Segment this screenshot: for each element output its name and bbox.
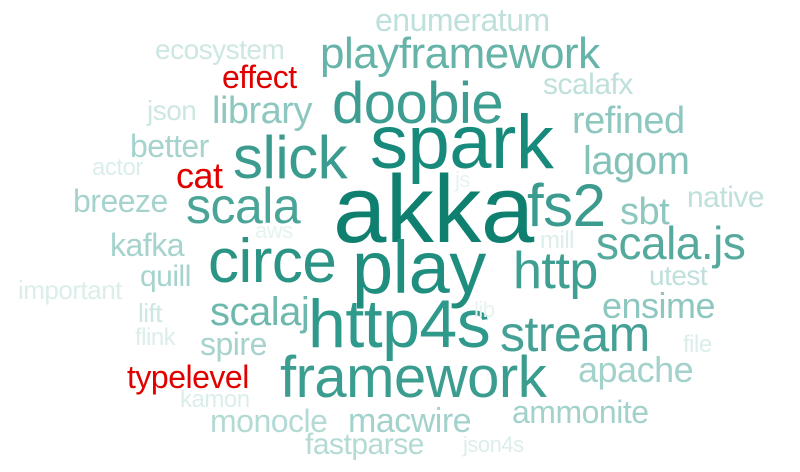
word-framework: framework [280, 345, 547, 410]
word-play: play [352, 226, 486, 309]
word-breeze: breeze [73, 183, 168, 219]
word-native: native [687, 181, 765, 214]
word-fs2: fs2 [527, 172, 606, 239]
word-actor: actor [92, 154, 143, 181]
word-enumeratum: enumeratum [375, 2, 550, 38]
word-refined: refined [572, 100, 685, 142]
word-monocle: monocle [210, 403, 328, 439]
word-http4s: http4s [308, 286, 491, 362]
word-slick: slick [233, 124, 348, 191]
word-apache: apache [578, 349, 694, 390]
word-fastparse: fastparse [305, 428, 424, 461]
word-spark: spark [370, 100, 554, 185]
word-utest: utest [649, 260, 708, 291]
word-sbt: sbt [620, 191, 670, 233]
word-quill: quill [140, 260, 191, 293]
word-http: http [513, 242, 598, 300]
word-effect: effect [222, 59, 297, 95]
word-kamon: kamon [180, 386, 250, 413]
word-doobie: doobie [332, 71, 504, 136]
word-scala-js: scala.js [596, 217, 746, 269]
word-lift: lift [138, 298, 163, 328]
word-lagom: lagom [583, 139, 690, 183]
word-file: file [683, 331, 712, 358]
word-scala: scala [186, 178, 301, 234]
word-flink: flink [135, 324, 176, 351]
word-akka: akka [333, 156, 534, 263]
word-better: better [130, 128, 209, 164]
word-spire: spire [200, 326, 267, 362]
word-ecosystem: ecosystem [155, 34, 285, 65]
word-aws: aws [255, 218, 293, 243]
word-macwire: macwire [348, 402, 472, 440]
word-scalaj: scalaj [210, 290, 310, 334]
word-scalafx: scalafx [543, 68, 633, 101]
word-stream: stream [500, 306, 650, 362]
word-ensime: ensime [602, 285, 716, 326]
word-important: important [18, 275, 122, 305]
word-typelevel: typelevel [127, 359, 249, 395]
word-cat: cat [176, 155, 223, 196]
word-json4s: json4s [463, 432, 524, 457]
word-playframework: playframework [320, 29, 600, 78]
word-ammonite: ammonite [512, 394, 649, 430]
word-kafka: kafka [110, 227, 184, 263]
word-library: library [212, 90, 312, 132]
word-mill: mill [540, 227, 575, 254]
word-lib: lib [474, 297, 495, 322]
word-circe: circe [208, 227, 337, 296]
word-json: json [147, 95, 197, 126]
word-js: js [455, 167, 470, 192]
